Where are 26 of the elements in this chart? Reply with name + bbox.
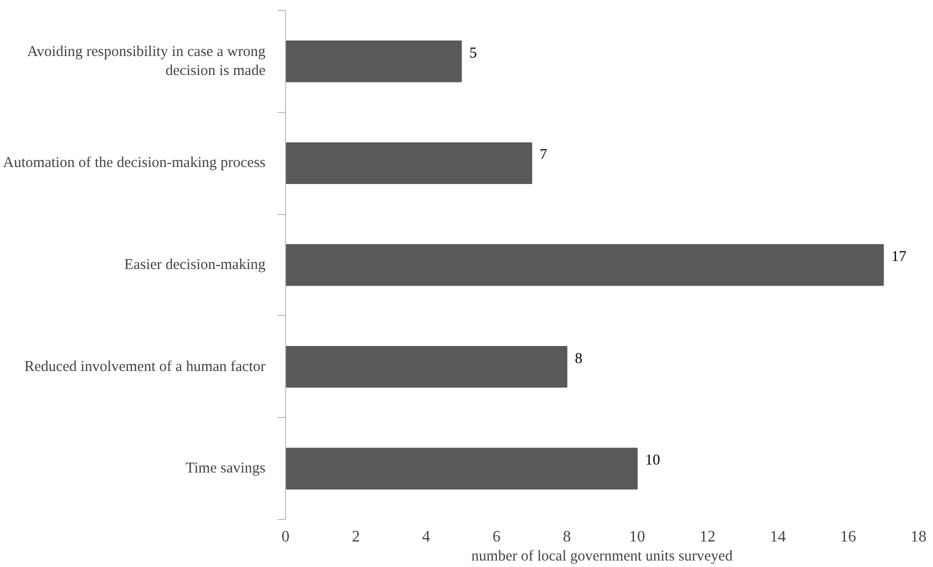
x-tick-label: 6 [492,528,500,546]
x-tick-label: 12 [700,528,716,546]
y-tick-label: Easier decision-making [124,257,266,273]
x-tick-label: 16 [840,528,856,546]
x-tick-label: 10 [629,528,646,546]
y-tick-label: Avoiding responsibility in case a wrong decision is made [27,44,266,79]
bar [286,346,568,388]
data-label: 17 [891,249,907,265]
bar [286,40,462,82]
x-tick-label: 18 [910,528,926,546]
data-label: 5 [469,45,477,62]
x-tick-label: 4 [422,528,430,546]
y-tick-label: Reduced involvement of a human factor [24,358,266,375]
bar [286,244,884,286]
bar [286,448,638,490]
data-label: 8 [574,350,582,367]
y-tick-label: Automation of the decision-making process [3,155,266,172]
x-tick-label: 14 [770,528,786,546]
x-tick-label: 2 [352,528,360,546]
data-label: 10 [645,452,660,469]
data-label: 7 [540,147,548,164]
bar [286,142,532,184]
y-tick-label: Time savings [186,460,266,477]
x-axis-title: number of local government units surveyed [471,548,734,564]
x-tick-label: 8 [562,528,571,546]
x-tick-label: 0 [282,528,290,546]
